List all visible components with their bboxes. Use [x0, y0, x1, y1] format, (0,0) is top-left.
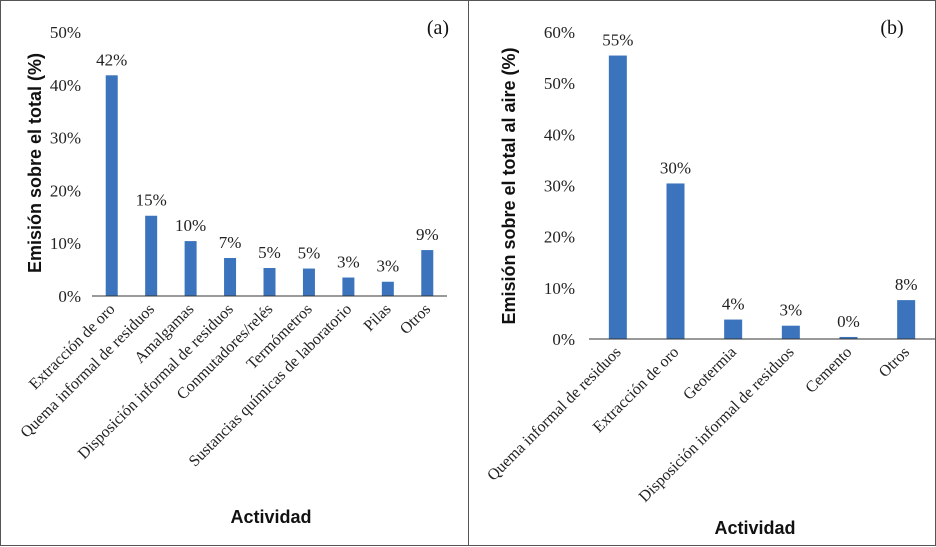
- chart-b-data-label: 4%: [722, 295, 745, 314]
- chart-a-ytick-label: 20%: [50, 181, 81, 200]
- chart-a-bar: [342, 277, 355, 296]
- chart-b-ytick-label: 60%: [544, 23, 575, 42]
- chart-a-bar: [145, 215, 158, 296]
- chart-b-data-label: 0%: [837, 312, 860, 331]
- chart-a-data-label: 9%: [416, 225, 439, 244]
- chart-b-category-label: Cemento: [802, 344, 855, 397]
- chart-a-x-axis-title: Actividad: [230, 507, 311, 527]
- chart-a-bar: [224, 257, 237, 296]
- chart-a-panel-label: (a): [427, 17, 449, 39]
- chart-a-bar: [263, 268, 276, 296]
- chart-a-ytick-label: 30%: [50, 129, 81, 148]
- chart-b-bar: [839, 336, 858, 339]
- chart-a-data-label: 7%: [219, 233, 242, 252]
- chart-a-ytick-label: 10%: [50, 234, 81, 253]
- chart-b-ytick-label: 30%: [544, 177, 575, 196]
- chart-b-data-label: 55%: [602, 31, 633, 50]
- chart-b-category-label: Geotermia: [680, 344, 740, 404]
- chart-a-data-label: 5%: [298, 244, 321, 263]
- chart-a-data-label: 10%: [175, 216, 206, 235]
- chart-b-bar: [724, 319, 743, 339]
- chart-b-bar: [608, 55, 627, 339]
- chart-a-svg: (a)0%10%20%30%40%50%42%Extracción de oro…: [17, 17, 449, 527]
- chart-b-data-label: 3%: [779, 301, 802, 320]
- chart-b-y-axis-title: Emisión sobre el total al aire (%): [499, 47, 519, 324]
- chart-a-bar: [302, 268, 315, 296]
- chart-a-bar: [105, 75, 118, 297]
- chart-a-bar: [421, 250, 434, 296]
- chart-b-x-axis-title: Actividad: [714, 518, 795, 538]
- chart-b-ytick-label: 50%: [544, 74, 575, 93]
- chart-a-data-label: 3%: [337, 253, 360, 272]
- chart-a-data-label: 5%: [258, 243, 281, 262]
- chart-b-ytick-label: 40%: [544, 125, 575, 144]
- chart-a-y-axis-title: Emisión sobre el total (%): [25, 53, 45, 273]
- chart-panel-a: (a) 0% 10% 20% 30% 40% 50% 42% Extracción de oro…: [0, 0, 469, 546]
- chart-a-bar: [184, 241, 197, 296]
- chart-a-data-label: 3%: [376, 257, 399, 276]
- chart-b-category-label: Otros: [876, 344, 913, 381]
- chart-panel-b: (b) 0% 10% 20% 30% 40% 50% 60% 55% Quema informal…: [469, 0, 936, 546]
- chart-b-ytick-label: 0%: [552, 330, 575, 349]
- chart-b-ytick-label: 10%: [544, 279, 575, 298]
- chart-b-bar: [897, 300, 916, 339]
- chart-b-bar: [781, 325, 800, 339]
- chart-b-data-label: 8%: [895, 275, 918, 294]
- chart-a-ytick-label: 0%: [58, 287, 81, 306]
- chart-a-ytick-label: 40%: [50, 76, 81, 95]
- chart-b-data-label: 30%: [660, 158, 691, 177]
- chart-b-svg: (b)0%10%20%30%40%50%60% 55%Quema informal…: [484, 17, 935, 538]
- chart-a-ytick-label: 50%: [50, 23, 81, 42]
- chart-a-bar: [381, 281, 394, 296]
- chart-a-data-label: 15%: [136, 191, 167, 210]
- chart-a-category-label: Pilas: [361, 301, 395, 335]
- chart-a-category-label: Otros: [397, 301, 434, 338]
- chart-b-bar: [666, 183, 685, 339]
- chart-b-panel-label: (b): [880, 17, 903, 39]
- chart-b-ytick-label: 20%: [544, 228, 575, 247]
- chart-a-data-label: 42%: [96, 50, 127, 69]
